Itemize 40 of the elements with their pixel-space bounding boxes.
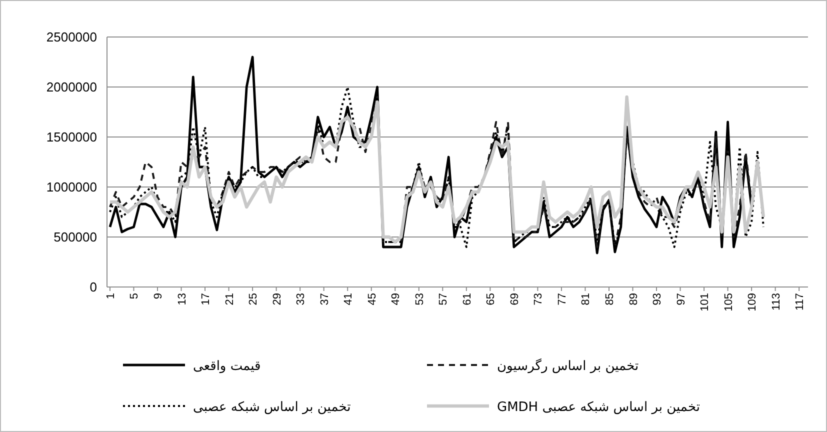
x-tick-label: 117 [794, 293, 806, 311]
x-tick-label: 113 [770, 293, 782, 311]
x-tick-label: 45 [366, 293, 378, 306]
x-tick-label: 53 [414, 293, 426, 306]
y-tick-label: 1500000 [46, 130, 97, 144]
x-tick-label: 41 [342, 293, 355, 306]
x-tick-label: 37 [318, 293, 331, 306]
x-tick-label: 5 [128, 293, 141, 300]
x-tick-label: 33 [295, 293, 308, 306]
x-tick-label: 69 [508, 293, 521, 306]
x-tick-label: 105 [722, 293, 735, 312]
legend-label: تخمین بر اساس شبکه عصبی GMDH [497, 400, 700, 415]
legend-label: تخمین بر اساس رگرسیون [497, 358, 639, 374]
y-tick-label: 2500000 [46, 30, 97, 44]
x-tick-label: 49 [390, 293, 402, 306]
x-tick-label: 85 [604, 293, 616, 306]
x-tick-label: 81 [580, 293, 592, 306]
x-tick-label: 73 [532, 293, 545, 306]
x-tick-label: 77 [556, 293, 568, 306]
x-tick-label: 101 [699, 293, 712, 312]
x-tick-label: 25 [248, 293, 260, 306]
legend-label: تخمین بر اساس شبکه عصبی [193, 400, 352, 415]
y-tick-label: 1000000 [46, 180, 97, 194]
legend-label: قیمت واقعی [193, 359, 261, 374]
x-tick-label: 29 [271, 293, 284, 306]
x-tick-label: 17 [200, 293, 212, 306]
x-tick-label: 61 [461, 293, 474, 306]
x-tick-label: 1 [104, 293, 117, 300]
x-tick-label: 57 [438, 293, 450, 306]
x-tick-label: 93 [652, 293, 664, 306]
x-tick-label: 13 [176, 293, 188, 306]
x-tick-label: 97 [675, 293, 688, 306]
y-tick-label: 2000000 [46, 80, 97, 94]
x-tick-label: 89 [628, 293, 640, 306]
y-tick-label: 500000 [54, 230, 97, 244]
y-tick-label: 0 [90, 280, 97, 294]
x-tick-label: 21 [224, 293, 236, 306]
x-tick-label: 109 [746, 293, 759, 312]
x-tick-label: 9 [152, 293, 164, 300]
x-tick-label: 65 [485, 293, 498, 306]
